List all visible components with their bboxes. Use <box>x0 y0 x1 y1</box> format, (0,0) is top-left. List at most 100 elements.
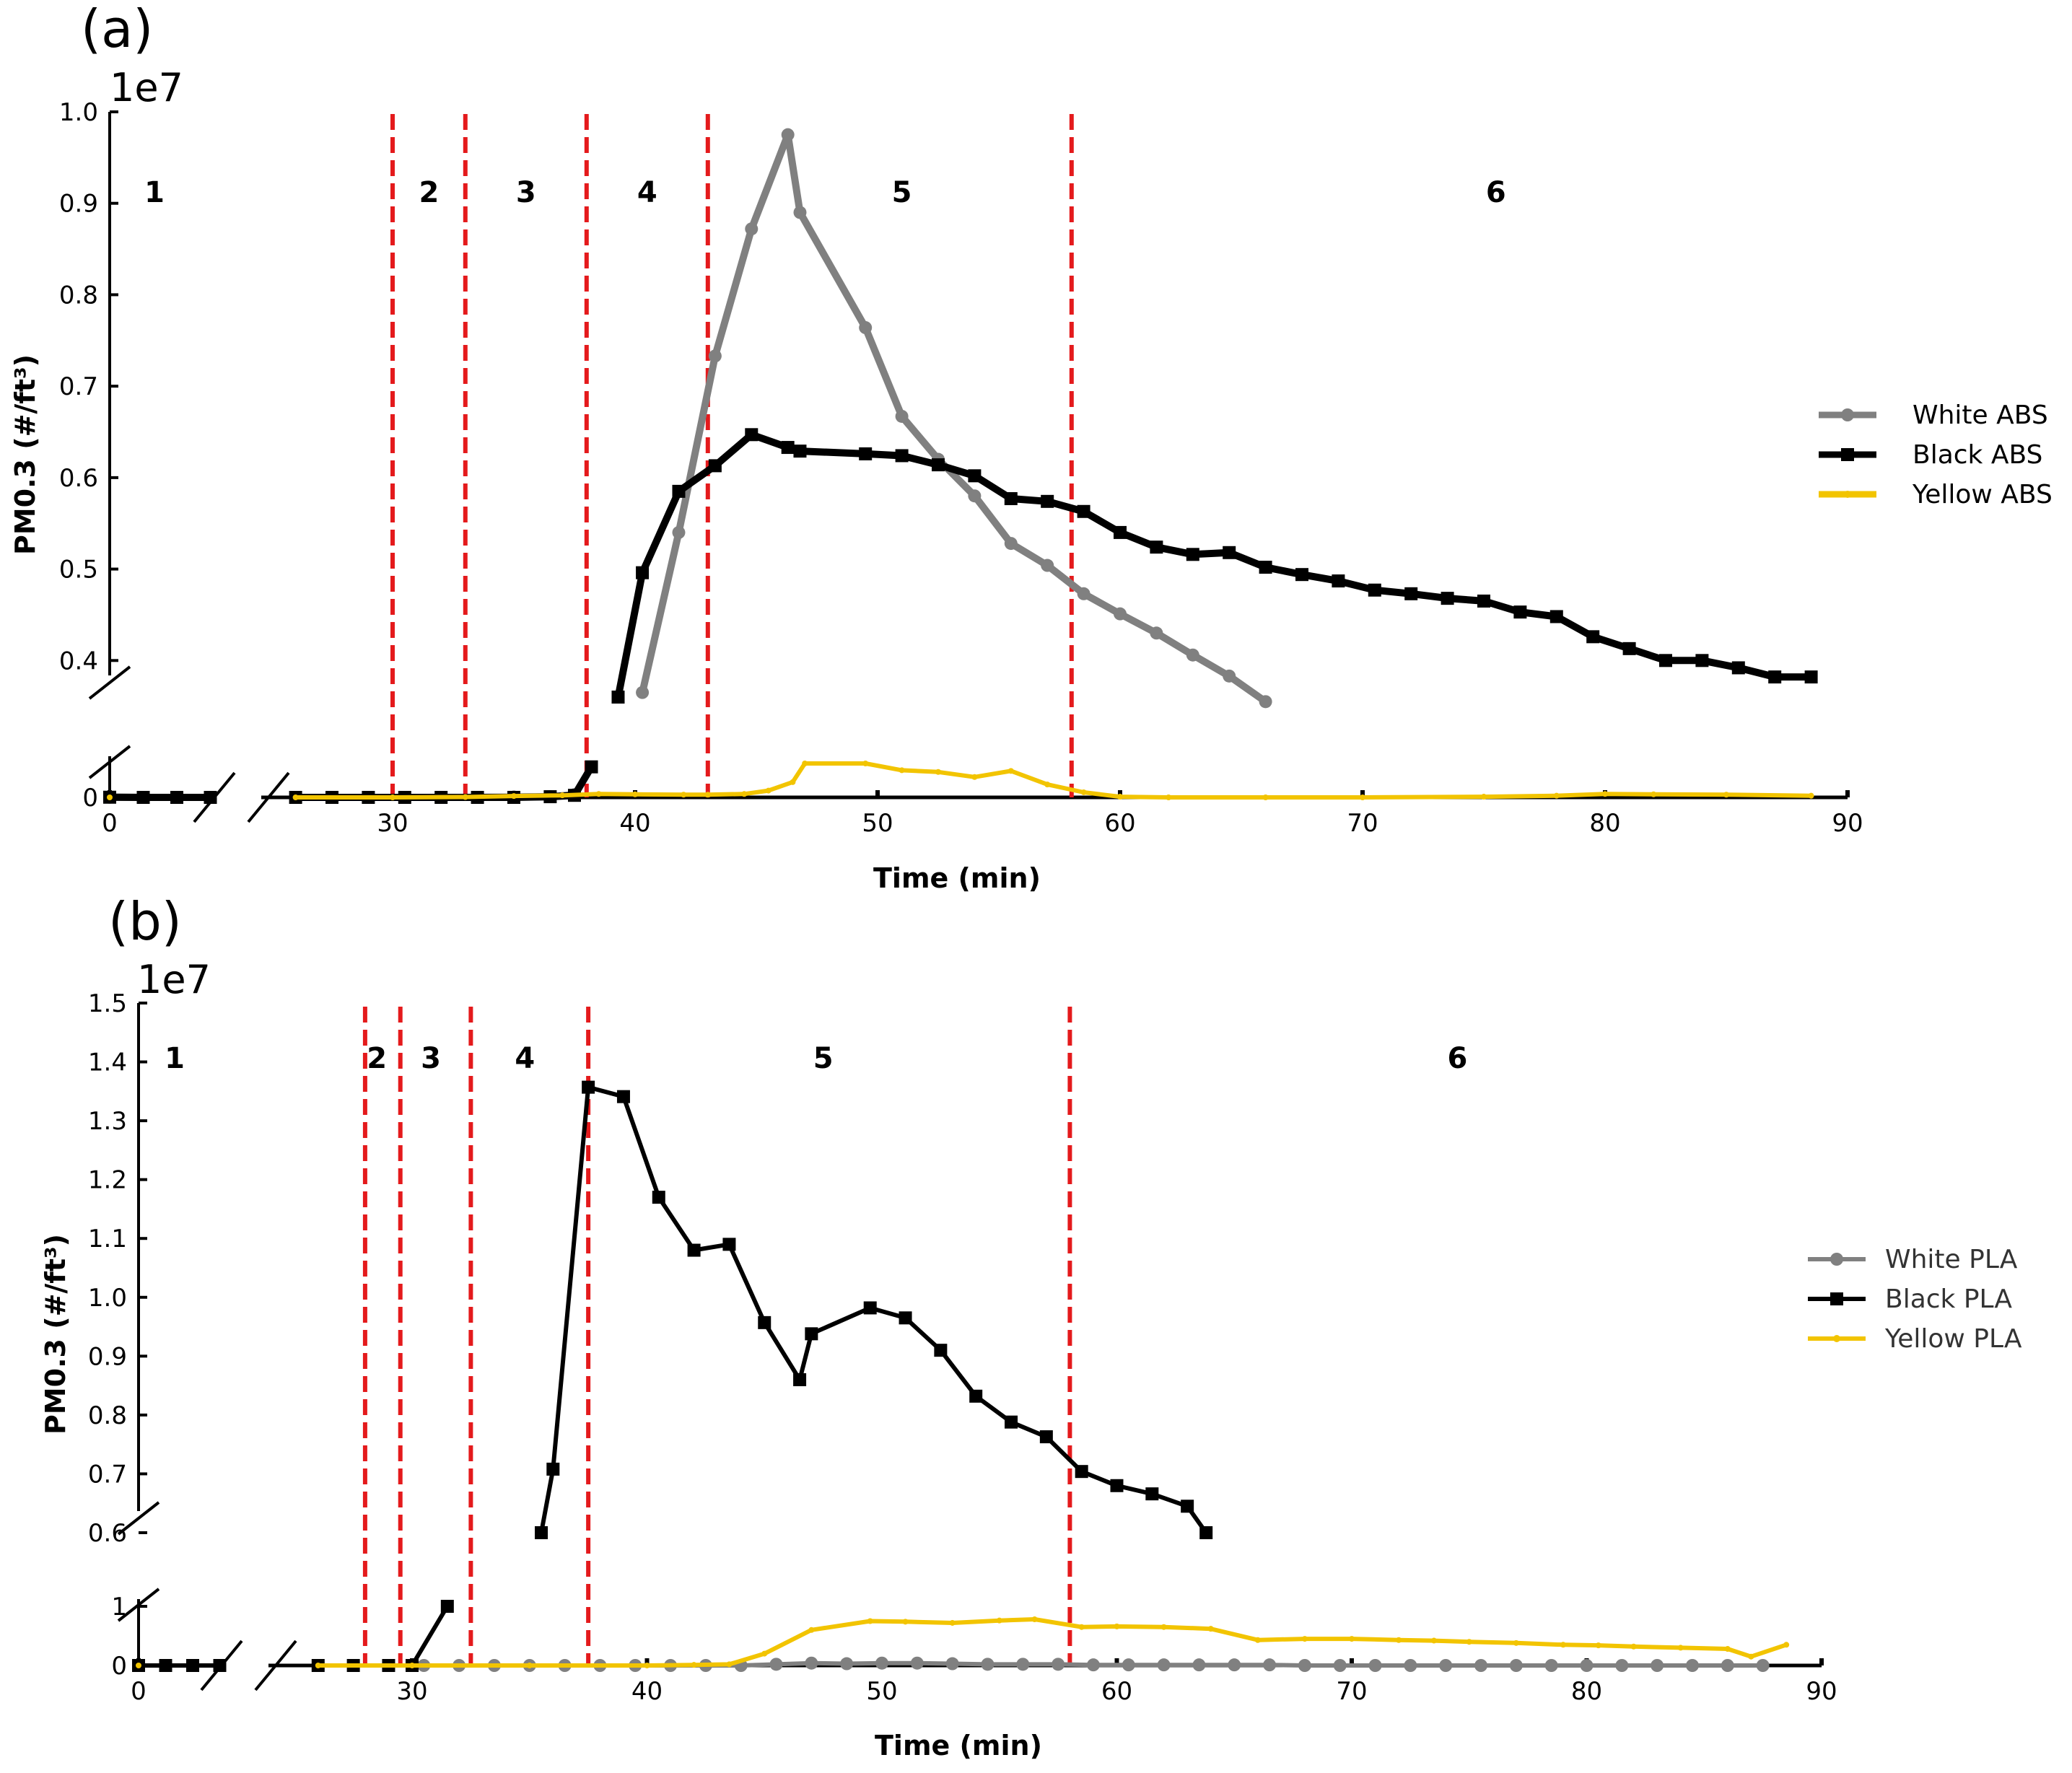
data-point <box>1114 607 1127 621</box>
x-tick-label: 50 <box>866 1677 897 1706</box>
series-line <box>318 1617 1788 1668</box>
x-tick-label: 70 <box>1347 809 1378 838</box>
data-point <box>1160 1624 1167 1630</box>
legend-label: Yellow PLA <box>1884 1324 2022 1354</box>
data-point <box>790 779 796 785</box>
x-break-mark <box>254 1640 297 1691</box>
data-point <box>945 1657 959 1671</box>
data-point <box>1044 782 1051 788</box>
data-point <box>546 1462 560 1476</box>
data-point <box>859 447 873 460</box>
y-tick-label: 0 <box>82 784 98 813</box>
phase-label: 1 <box>144 176 165 209</box>
data-point <box>1145 1487 1159 1501</box>
series-white-abs <box>103 128 1272 804</box>
series-black-pla <box>132 1080 1213 1672</box>
data-point <box>1166 794 1172 800</box>
data-point <box>409 1663 415 1668</box>
data-point <box>681 792 687 798</box>
legend-marker <box>1841 408 1854 421</box>
y-tick-label: 1 <box>111 1593 127 1621</box>
data-point <box>136 1663 141 1668</box>
data-point <box>1254 1637 1261 1643</box>
x-axis-label: Time (min) <box>875 1730 1042 1761</box>
data-point <box>745 222 759 236</box>
data-point <box>859 321 873 335</box>
data-point <box>1695 654 1709 667</box>
data-point <box>186 1659 199 1672</box>
data-point <box>1630 1643 1637 1650</box>
data-point <box>1477 594 1490 608</box>
phase-label: 4 <box>515 1042 535 1075</box>
data-point <box>1651 791 1657 797</box>
phase-label: 3 <box>516 176 536 209</box>
series-line <box>318 1605 450 1668</box>
data-point <box>1615 1659 1629 1672</box>
series-line <box>639 131 1268 705</box>
data-point <box>440 1600 454 1613</box>
x-tick-label: 30 <box>377 809 408 838</box>
data-point <box>1481 794 1487 800</box>
data-point <box>704 792 711 798</box>
legend-label: White PLA <box>1885 1245 2018 1274</box>
data-point <box>526 1663 533 1668</box>
data-point <box>1301 1636 1308 1642</box>
data-point <box>793 206 807 219</box>
data-point <box>910 1656 924 1670</box>
panel-label: (b) <box>108 891 182 952</box>
data-point <box>1114 525 1127 539</box>
data-point <box>895 409 909 423</box>
y-tick-label: 0.8 <box>88 1401 127 1430</box>
data-point <box>875 1656 888 1670</box>
data-point <box>159 1659 172 1672</box>
x-tick-label: 80 <box>1571 1677 1602 1706</box>
series-yellow-pla <box>136 1616 1790 1668</box>
phase-label: 5 <box>892 176 912 209</box>
data-point <box>691 1662 697 1668</box>
legend-marker <box>1830 1253 1843 1266</box>
data-point <box>1622 642 1636 655</box>
data-point <box>1466 1639 1472 1645</box>
data-point <box>1404 1659 1417 1672</box>
data-point <box>1804 670 1818 684</box>
data-point <box>1580 1659 1594 1672</box>
data-point <box>1039 1430 1053 1444</box>
data-point <box>1199 1526 1213 1539</box>
data-point <box>769 1658 783 1671</box>
legend-marker <box>1830 1292 1843 1305</box>
y-tick-label: 0.7 <box>88 1460 127 1489</box>
data-point <box>840 1657 854 1671</box>
phase-label: 6 <box>1448 1042 1468 1075</box>
data-point <box>390 794 395 800</box>
phase-label: 1 <box>165 1042 185 1075</box>
data-point <box>968 489 982 503</box>
data-point <box>726 1661 733 1668</box>
data-point <box>899 1311 912 1325</box>
legend: White PLA Black PLA Yellow PLA <box>1808 1245 2022 1354</box>
data-point <box>1110 1479 1124 1492</box>
data-point <box>793 445 807 458</box>
data-point <box>949 1619 956 1626</box>
data-point <box>1041 559 1054 572</box>
data-point <box>1077 587 1090 600</box>
data-point <box>1586 630 1600 644</box>
data-point <box>932 458 945 472</box>
y-tick-label: 1.3 <box>88 1107 127 1136</box>
data-point <box>1659 654 1672 667</box>
legend-marker <box>1833 1335 1840 1342</box>
data-point <box>741 791 748 797</box>
data-point <box>1595 1642 1601 1649</box>
scale-label: 1e7 <box>137 957 211 1002</box>
x-tick-label: 90 <box>1806 1677 1837 1706</box>
data-point <box>1263 1658 1277 1672</box>
data-point <box>672 484 686 498</box>
y-tick-label: 0.4 <box>59 647 98 675</box>
y-axis-label: PM0.3 (#/ft³) <box>9 354 41 555</box>
data-point <box>1332 574 1345 588</box>
data-point <box>1549 610 1563 623</box>
data-point <box>585 760 598 774</box>
data-point <box>1117 794 1123 800</box>
y-tick-label: 1.0 <box>59 98 98 127</box>
data-point <box>1086 1658 1100 1672</box>
data-point <box>559 792 566 799</box>
